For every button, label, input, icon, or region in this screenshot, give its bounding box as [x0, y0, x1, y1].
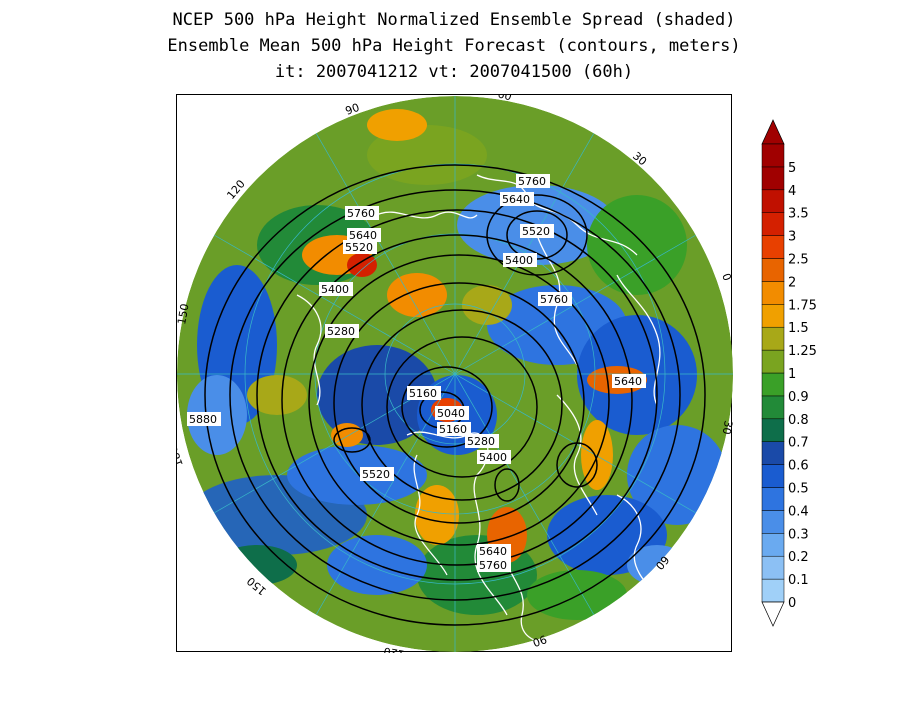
colorbar-legend: 0 0.1 0.2 0.3 0.4 0.5 0.6 0.7 0.8 0.9 1 1.25 1.5 1.75… — [760, 118, 860, 628]
colorbar-swatch — [761, 189, 785, 213]
polar-map: 60 30 0 30 60 90 120 150 180 150 120 90 … — [166, 87, 734, 661]
contour-label: 5760 — [540, 293, 568, 306]
contour-label: 5400 — [479, 451, 507, 464]
colorbar-swatch — [761, 464, 785, 488]
contour-label: 5520 — [362, 468, 390, 481]
colorbar-tick-label: 1.5 — [788, 321, 809, 336]
chart-title-line2: Ensemble Mean 500 hPa Height Forecast (c… — [167, 36, 741, 56]
contour-label: 5760 — [479, 559, 507, 572]
colorbar-tick-label: 0.2 — [788, 550, 809, 565]
colorbar-tick-label: 4 — [788, 184, 796, 199]
colorbar-max-arrow — [761, 119, 785, 145]
contour-label: 5640 — [479, 545, 507, 558]
contour-labels: 5760 5640 5520 5400 5280 5160 5040 5880 … — [187, 174, 646, 572]
map-frame: 60 30 0 30 60 90 120 150 180 150 120 90 … — [166, 87, 734, 661]
colorbar-swatch — [761, 487, 785, 511]
colorbar-tick-label: 0.8 — [788, 413, 809, 428]
lon-label: 30 — [720, 419, 733, 435]
colorbar-tick-label: 0.4 — [788, 504, 809, 519]
colorbar-swatch — [761, 235, 785, 259]
colorbar-tick-label: 3.5 — [788, 207, 809, 222]
lon-label: 150 — [244, 574, 268, 597]
colorbar-swatch — [761, 304, 785, 328]
colorbar-min-arrow — [761, 601, 785, 627]
colorbar-swatch — [761, 555, 785, 580]
colorbar-tick-label: 0.6 — [788, 459, 809, 474]
colorbar-swatch — [761, 212, 785, 236]
lon-label: 90 — [344, 101, 362, 118]
contour-label: 5760 — [347, 207, 375, 220]
colorbar-tick-label: 5 — [788, 161, 796, 176]
contour-label: 5880 — [189, 413, 217, 426]
colorbar-swatch — [761, 258, 785, 282]
contour-label: 5040 — [437, 407, 465, 420]
chart-title-line1: NCEP 500 hPa Height Normalized Ensemble … — [172, 10, 736, 30]
contour-label: 5160 — [409, 387, 437, 400]
contour-label: 5520 — [522, 225, 550, 238]
contour-label: 5160 — [439, 423, 467, 436]
colorbar-swatch — [761, 578, 785, 603]
colorbar-tick-label: 1.25 — [788, 344, 817, 359]
colorbar-swatch — [761, 326, 785, 351]
colorbar-tick-label: 0.7 — [788, 436, 809, 451]
colorbar-swatch — [761, 372, 785, 397]
colorbar-tick-label: 0.5 — [788, 482, 809, 497]
contour-label: 5280 — [467, 435, 495, 448]
colorbar-tick-label: 1.75 — [788, 298, 817, 313]
contour-label: 5280 — [327, 325, 355, 338]
contour-label: 5760 — [518, 175, 546, 188]
height-contours — [204, 164, 706, 626]
colorbar-swatch — [761, 349, 785, 374]
colorbar: 0 0.1 0.2 0.3 0.4 0.5 0.6 0.7 0.8 0.9 1 1.25 1.5 1.75… — [761, 119, 817, 627]
colorbar-swatch — [761, 533, 785, 557]
colorbar-tick-label: 1 — [788, 367, 796, 382]
colorbar-tick-label: 3 — [788, 230, 796, 245]
colorbar-tick-label: 0.1 — [788, 573, 809, 588]
colorbar-swatch — [761, 510, 785, 534]
colorbar-tick-label: 0.9 — [788, 390, 809, 405]
colorbar-tick-label: 0.3 — [788, 527, 809, 542]
colorbar-swatch — [761, 418, 785, 442]
colorbar-tick-label: 0 — [788, 596, 796, 611]
colorbar-swatch — [761, 143, 785, 168]
contour-label: 5640 — [502, 193, 530, 206]
contour-label: 5640 — [614, 375, 642, 388]
colorbar-swatch — [761, 441, 785, 465]
lon-label: 150 — [177, 303, 192, 326]
lon-label: 0 — [719, 272, 733, 283]
colorbar-tick-label: 2.5 — [788, 253, 809, 268]
chart-title-line3: it: 2007041212 vt: 2007041500 (60h) — [274, 62, 634, 82]
colorbar-tick-label: 2 — [788, 275, 796, 290]
contour-label: 5400 — [321, 283, 349, 296]
colorbar-swatch — [761, 395, 785, 420]
contour-label: 5640 — [349, 229, 377, 242]
lon-label: 180 — [177, 444, 186, 468]
contour-label: 5400 — [505, 254, 533, 267]
colorbar-swatch — [761, 166, 785, 191]
colorbar-swatch — [761, 281, 785, 305]
contour-label: 5520 — [345, 241, 373, 254]
lon-label: 90 — [531, 632, 549, 649]
